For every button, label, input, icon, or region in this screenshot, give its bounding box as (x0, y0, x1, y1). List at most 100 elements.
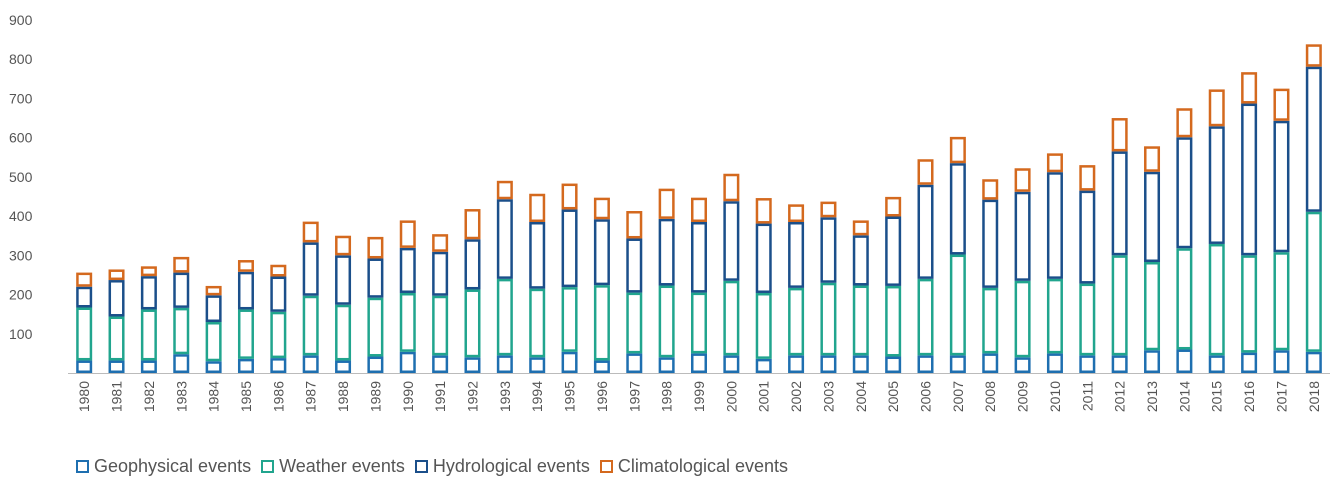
bar-segment (885, 196, 902, 217)
bar-segment (173, 354, 190, 374)
bar-segment (917, 355, 934, 374)
bar-segment (1111, 151, 1128, 256)
bar-segment (205, 285, 222, 296)
x-tick-label: 2018 (1306, 381, 1322, 412)
bar-segment (335, 304, 352, 361)
bar-segment (852, 285, 869, 356)
bar-segment (949, 163, 966, 255)
bar-segment (1144, 262, 1161, 351)
bar-segment (820, 201, 837, 218)
bar-segment (302, 355, 319, 374)
bar-segment (1046, 353, 1063, 373)
x-tick-label: 1985 (238, 381, 254, 412)
legend-label: Hydrological events (432, 456, 590, 476)
legend-label: Geophysical events (94, 456, 252, 476)
legend-swatch (76, 460, 89, 473)
y-tick-label: 100 (9, 326, 33, 342)
bar-segment (593, 285, 610, 361)
bar-segment (723, 173, 740, 202)
x-tick-label: 1998 (659, 381, 675, 412)
bar-segment (1144, 350, 1161, 373)
bar-segment (626, 238, 643, 293)
bar-segment (885, 216, 902, 286)
bar-segment (561, 351, 578, 374)
x-tick-label: 1986 (270, 381, 286, 412)
bar-segment (1273, 88, 1290, 121)
x-tick-label: 1983 (173, 381, 189, 412)
bar-segment (173, 256, 190, 273)
bar-segment (1208, 355, 1225, 374)
bar-segment (658, 188, 675, 219)
bar-segment (464, 289, 481, 358)
bar-segment (755, 223, 772, 293)
x-tick-label: 2001 (756, 381, 772, 412)
x-tick-label: 2003 (820, 381, 836, 412)
bar-segment (464, 209, 481, 240)
bar-segment (1305, 211, 1322, 352)
bar-segment (1046, 172, 1063, 279)
x-tick-label: 2007 (950, 381, 966, 412)
bar-segment (1208, 126, 1225, 244)
bar-segment (626, 353, 643, 373)
bar-segment (1014, 168, 1031, 192)
bar-segment (949, 355, 966, 374)
bar-segment (529, 288, 546, 358)
x-tick-label: 1982 (141, 381, 157, 412)
bar-segment (1273, 252, 1290, 351)
bar-segment (237, 260, 254, 272)
bar-segment (76, 286, 93, 308)
bar-segment (1176, 349, 1193, 374)
bar-segment (1079, 355, 1096, 374)
bar-segment (205, 322, 222, 362)
bar-segment (949, 136, 966, 164)
bar-segment (140, 276, 157, 310)
bar-segment (270, 358, 287, 373)
bar-segment (852, 355, 869, 374)
bar-segment (1014, 191, 1031, 281)
bar-segment (140, 360, 157, 373)
bar-segment (820, 282, 837, 356)
bar-segment (432, 251, 449, 296)
x-tick-label: 1996 (594, 381, 610, 412)
bar-segment (76, 307, 93, 361)
bar-segment (1079, 190, 1096, 284)
bar-segment (496, 199, 513, 279)
bar-segment (367, 297, 384, 357)
bar-segment (885, 285, 902, 357)
bar-segment (1111, 255, 1128, 356)
legend-swatch (599, 460, 613, 473)
bar-segment (496, 278, 513, 356)
y-tick-label: 600 (9, 130, 33, 146)
bar-segment (561, 183, 578, 210)
legend-swatch (261, 460, 275, 473)
legend-swatch (414, 460, 428, 473)
x-tick-label: 2008 (982, 381, 998, 412)
bar-segment (529, 193, 546, 222)
x-tick-label: 2016 (1241, 381, 1257, 412)
bar-segment (1273, 350, 1290, 373)
bar-segment (982, 353, 999, 373)
x-tick-label: 1992 (464, 381, 480, 412)
y-tick-label: 200 (9, 287, 33, 303)
y-tick-label: 700 (9, 90, 33, 106)
x-tick-label: 1984 (206, 381, 222, 412)
x-tick-label: 1999 (691, 381, 707, 412)
legend-item: Geophysical events (76, 456, 251, 477)
x-tick-label: 2009 (1015, 381, 1031, 412)
bar-segment (1144, 146, 1161, 172)
bar-segment (755, 358, 772, 374)
x-tick-label: 1981 (109, 381, 125, 412)
y-tick-label: 400 (9, 208, 33, 224)
bar-segment (237, 358, 254, 374)
bar-segment (399, 351, 416, 374)
bar-segment (1305, 351, 1322, 374)
x-tick-label: 1995 (562, 381, 578, 412)
bar-segment (76, 360, 93, 373)
bar-segment (529, 357, 546, 373)
bar-segment (302, 295, 319, 356)
bar-segment (108, 360, 125, 373)
bar-segment (432, 355, 449, 374)
bar-segment (1305, 66, 1322, 212)
bar-segment (173, 307, 190, 355)
